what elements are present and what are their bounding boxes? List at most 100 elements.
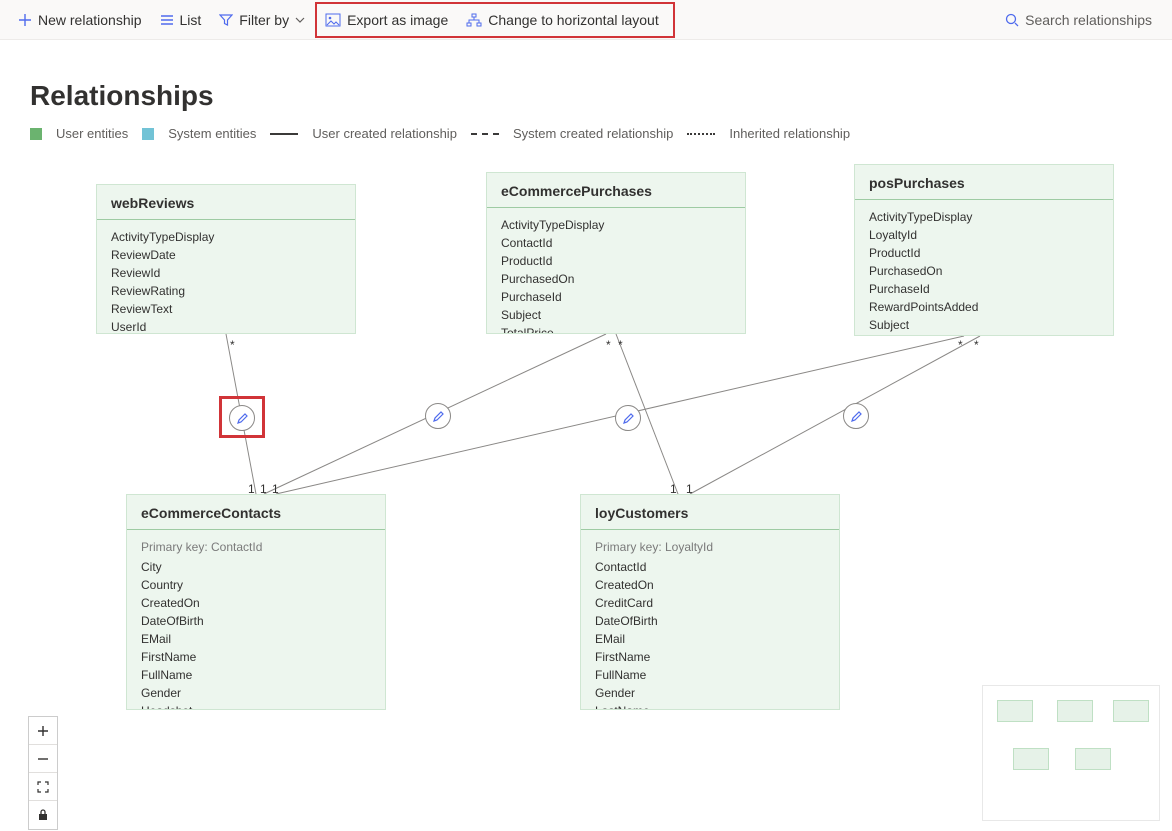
legend-system-label: System entities bbox=[168, 126, 256, 141]
field: ContactId bbox=[595, 558, 825, 576]
field: ActivityTypeDisplay bbox=[111, 228, 341, 246]
legend-system-swatch bbox=[142, 128, 154, 140]
field: DateOfBirth bbox=[141, 612, 371, 630]
entity-posPurchases[interactable]: posPurchases ActivityTypeDisplayLoyaltyId… bbox=[854, 164, 1114, 336]
toolbar-highlight-box: Export as image Change to horizontal lay… bbox=[315, 2, 675, 38]
expand-icon bbox=[37, 781, 49, 793]
field: PurchaseId bbox=[869, 280, 1099, 298]
zoom-out-button[interactable] bbox=[29, 745, 57, 773]
legend-user-rel-label: User created relationship bbox=[312, 126, 457, 141]
chevron-down-icon bbox=[295, 15, 305, 25]
edit-relationship-button[interactable] bbox=[425, 403, 451, 429]
field: EMail bbox=[595, 630, 825, 648]
pencil-icon bbox=[622, 412, 635, 425]
field: DateOfBirth bbox=[595, 612, 825, 630]
filter-icon bbox=[219, 13, 233, 27]
export-image-button[interactable]: Export as image bbox=[317, 4, 456, 36]
legend-user-swatch bbox=[30, 128, 42, 140]
field: ReviewRating bbox=[111, 282, 341, 300]
search-relationships[interactable]: Search relationships bbox=[1005, 12, 1162, 28]
lock-button[interactable] bbox=[29, 801, 57, 829]
field: CreatedOn bbox=[141, 594, 371, 612]
minimap-node bbox=[1013, 748, 1049, 770]
toolbar: New relationship List Filter by Export a… bbox=[0, 0, 1172, 40]
edit-relationship-button[interactable] bbox=[229, 405, 255, 431]
entity-loyCustomers[interactable]: loyCustomersPrimary key: LoyaltyIdContac… bbox=[580, 494, 840, 710]
entity-title: eCommerceContacts bbox=[127, 495, 385, 530]
plus-icon bbox=[37, 725, 49, 737]
field: UserId bbox=[111, 318, 341, 334]
field: Subject bbox=[869, 316, 1099, 334]
field: FirstName bbox=[595, 648, 825, 666]
field: LastName bbox=[595, 702, 825, 710]
field: Subject bbox=[501, 306, 731, 324]
pencil-icon bbox=[432, 410, 445, 423]
list-icon bbox=[160, 13, 174, 27]
field: ReviewDate bbox=[111, 246, 341, 264]
entity-title: posPurchases bbox=[855, 165, 1113, 200]
entity-eCommercePurchases[interactable]: eCommercePurchases ActivityTypeDisplayCon… bbox=[486, 172, 746, 334]
field: CreatedOn bbox=[595, 576, 825, 594]
legend-solid-line bbox=[270, 133, 298, 135]
field: PurchaseId bbox=[501, 288, 731, 306]
legend-dashed-line bbox=[471, 133, 499, 135]
entity-title: loyCustomers bbox=[581, 495, 839, 530]
edit-relationship-button[interactable] bbox=[615, 405, 641, 431]
field: PurchasedOn bbox=[869, 262, 1099, 280]
field: Country bbox=[141, 576, 371, 594]
minimap-node bbox=[1075, 748, 1111, 770]
field: ReviewId bbox=[111, 264, 341, 282]
entity-title: eCommercePurchases bbox=[487, 173, 745, 208]
minimap-node bbox=[1057, 700, 1093, 722]
field: ProductId bbox=[501, 252, 731, 270]
field: Gender bbox=[595, 684, 825, 702]
minimap-node bbox=[1113, 700, 1149, 722]
entity-eCommerceContacts[interactable]: eCommerceContactsPrimary key: ContactIdC… bbox=[126, 494, 386, 710]
field: Headshot bbox=[141, 702, 371, 710]
field: ActivityTypeDisplay bbox=[501, 216, 731, 234]
field: ReviewText bbox=[111, 300, 341, 318]
zoom-in-button[interactable] bbox=[29, 717, 57, 745]
field: FullName bbox=[141, 666, 371, 684]
field: PurchasedOn bbox=[501, 270, 731, 288]
field: LoyaltyId bbox=[869, 226, 1099, 244]
legend-inherited-rel-label: Inherited relationship bbox=[729, 126, 850, 141]
minimap-node bbox=[997, 700, 1033, 722]
filter-by-button[interactable]: Filter by bbox=[211, 4, 313, 36]
search-icon bbox=[1005, 13, 1019, 27]
zoom-controls bbox=[28, 716, 58, 830]
new-relationship-button[interactable]: New relationship bbox=[10, 4, 150, 36]
legend-user-label: User entities bbox=[56, 126, 128, 141]
field: TotalPrice bbox=[501, 324, 731, 334]
field: RewardPointsAdded bbox=[869, 298, 1099, 316]
field: FullName bbox=[595, 666, 825, 684]
field: TotalPrice bbox=[869, 334, 1099, 336]
field: ContactId bbox=[501, 234, 731, 252]
field: EMail bbox=[141, 630, 371, 648]
minus-icon bbox=[37, 753, 49, 765]
list-button[interactable]: List bbox=[152, 4, 210, 36]
change-layout-label: Change to horizontal layout bbox=[488, 12, 658, 28]
entity-webReviews[interactable]: webReviewsActivityTypeDisplayReviewDateR… bbox=[96, 184, 356, 334]
list-label: List bbox=[180, 12, 202, 28]
new-relationship-label: New relationship bbox=[38, 12, 142, 28]
lock-icon bbox=[37, 809, 49, 821]
field: ActivityTypeDisplay bbox=[869, 208, 1099, 226]
field: FirstName bbox=[141, 648, 371, 666]
field: City bbox=[141, 558, 371, 576]
fit-screen-button[interactable] bbox=[29, 773, 57, 801]
field: ProductId bbox=[869, 244, 1099, 262]
image-icon bbox=[325, 13, 341, 27]
filter-by-label: Filter by bbox=[239, 12, 289, 28]
minimap[interactable] bbox=[982, 685, 1160, 821]
pencil-icon bbox=[236, 412, 249, 425]
entity-title: webReviews bbox=[97, 185, 355, 220]
page-title: Relationships bbox=[30, 80, 1172, 112]
change-layout-button[interactable]: Change to horizontal layout bbox=[458, 4, 666, 36]
pencil-icon bbox=[850, 410, 863, 423]
legend-dotted-line bbox=[687, 133, 715, 135]
plus-icon bbox=[18, 13, 32, 27]
field: Gender bbox=[141, 684, 371, 702]
edit-relationship-button[interactable] bbox=[843, 403, 869, 429]
export-image-label: Export as image bbox=[347, 12, 448, 28]
